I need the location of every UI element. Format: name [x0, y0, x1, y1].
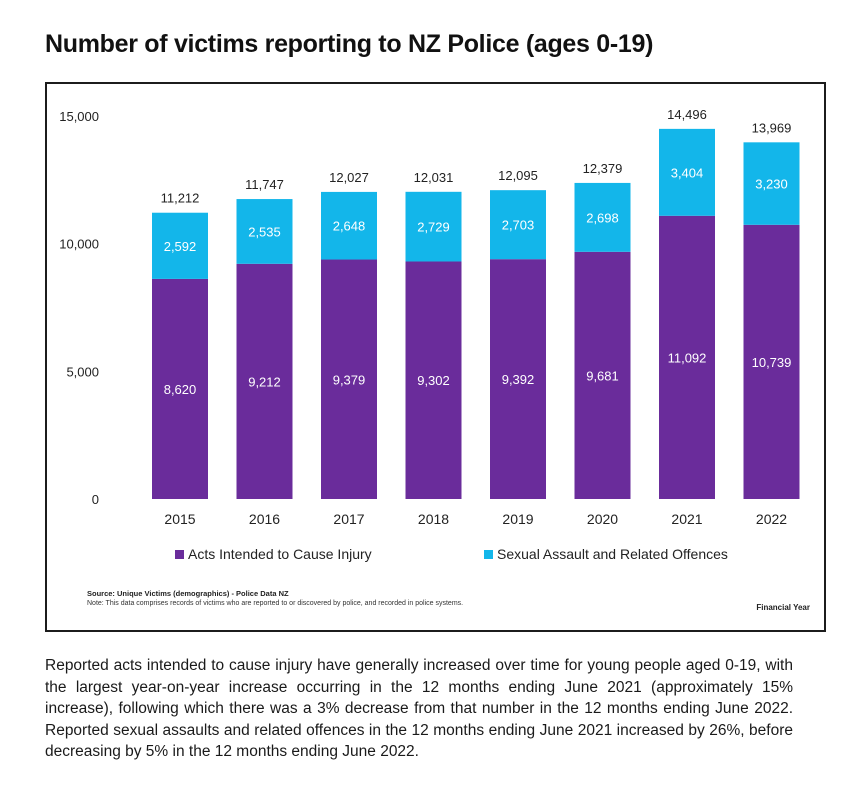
bar-segment	[321, 259, 377, 499]
x-tick-label: 2018	[418, 511, 449, 527]
chart-note: Note: This data comprises records of vic…	[87, 600, 464, 607]
data-label: 3,230	[755, 177, 788, 192]
data-label: 9,302	[417, 373, 450, 388]
total-label: 13,969	[752, 120, 792, 135]
data-label: 9,681	[586, 368, 619, 383]
x-axis-note: Financial Year	[756, 603, 810, 612]
bar-segment	[743, 224, 800, 499]
x-tick-label: 2015	[164, 511, 195, 527]
x-tick-label: 2017	[333, 511, 364, 527]
x-tick-label: 2021	[671, 511, 702, 527]
bar-segment	[659, 128, 715, 216]
bar-segment	[405, 261, 462, 499]
total-label: 11,212	[161, 191, 200, 206]
legend-label: Sexual Assault and Related Offences	[497, 546, 728, 562]
y-tick-label: 5,000	[66, 364, 99, 379]
data-label: 9,392	[502, 372, 535, 387]
total-label: 12,031	[414, 170, 454, 185]
chart-frame: 0 5,000 10,000 15,000 8,620 2,592 11,212 2015 9,…	[45, 82, 826, 632]
y-tick-label: 10,000	[59, 237, 99, 252]
bar-segment	[490, 190, 546, 260]
bar-segment	[321, 191, 377, 260]
bar-segment	[490, 259, 546, 499]
chart-source: Source: Unique Victims (demographics) - …	[87, 589, 289, 598]
y-tick-label: 15,000	[59, 109, 99, 124]
bar-segment	[659, 215, 715, 499]
legend-swatch	[175, 550, 184, 559]
bar-segment	[152, 212, 208, 279]
data-label: 2,703	[502, 218, 535, 233]
x-tick-label: 2016	[249, 511, 280, 527]
bar-segment	[743, 142, 800, 225]
bar-segment	[152, 278, 208, 499]
x-tick-label: 2020	[587, 511, 618, 527]
total-label: 11,747	[245, 177, 284, 192]
bar-segment	[236, 263, 293, 499]
bar-segment	[236, 199, 293, 264]
data-label: 3,404	[671, 165, 704, 180]
data-label: 10,739	[752, 355, 792, 370]
data-label: 2,592	[164, 239, 197, 254]
data-label: 2,729	[417, 220, 450, 235]
description-paragraph: Reported acts intended to cause injury h…	[45, 657, 793, 760]
legend-label: Acts Intended to Cause Injury	[188, 546, 372, 562]
total-label: 12,095	[498, 168, 538, 183]
legend-swatch	[484, 550, 493, 559]
stacked-bar-chart: 0 5,000 10,000 15,000 8,620 2,592 11,212 2015 9,…	[59, 107, 800, 562]
bar-segment	[574, 251, 631, 499]
total-label: 12,027	[329, 170, 369, 185]
y-tick-label: 0	[92, 492, 99, 507]
data-label: 9,212	[248, 374, 281, 389]
bar-segment	[405, 191, 462, 262]
data-label: 2,648	[333, 219, 366, 234]
total-label: 12,379	[583, 161, 623, 176]
x-tick-label: 2022	[756, 511, 787, 527]
data-label: 2,535	[248, 224, 281, 239]
data-label: 9,379	[333, 372, 366, 387]
chart-title: Number of victims reporting to NZ Police…	[45, 30, 654, 58]
data-label: 2,698	[586, 210, 619, 225]
total-label: 14,496	[667, 107, 707, 122]
data-label: 11,092	[668, 350, 707, 365]
x-tick-label: 2019	[502, 511, 533, 527]
bar-segment	[574, 182, 631, 252]
data-label: 8,620	[164, 382, 197, 397]
